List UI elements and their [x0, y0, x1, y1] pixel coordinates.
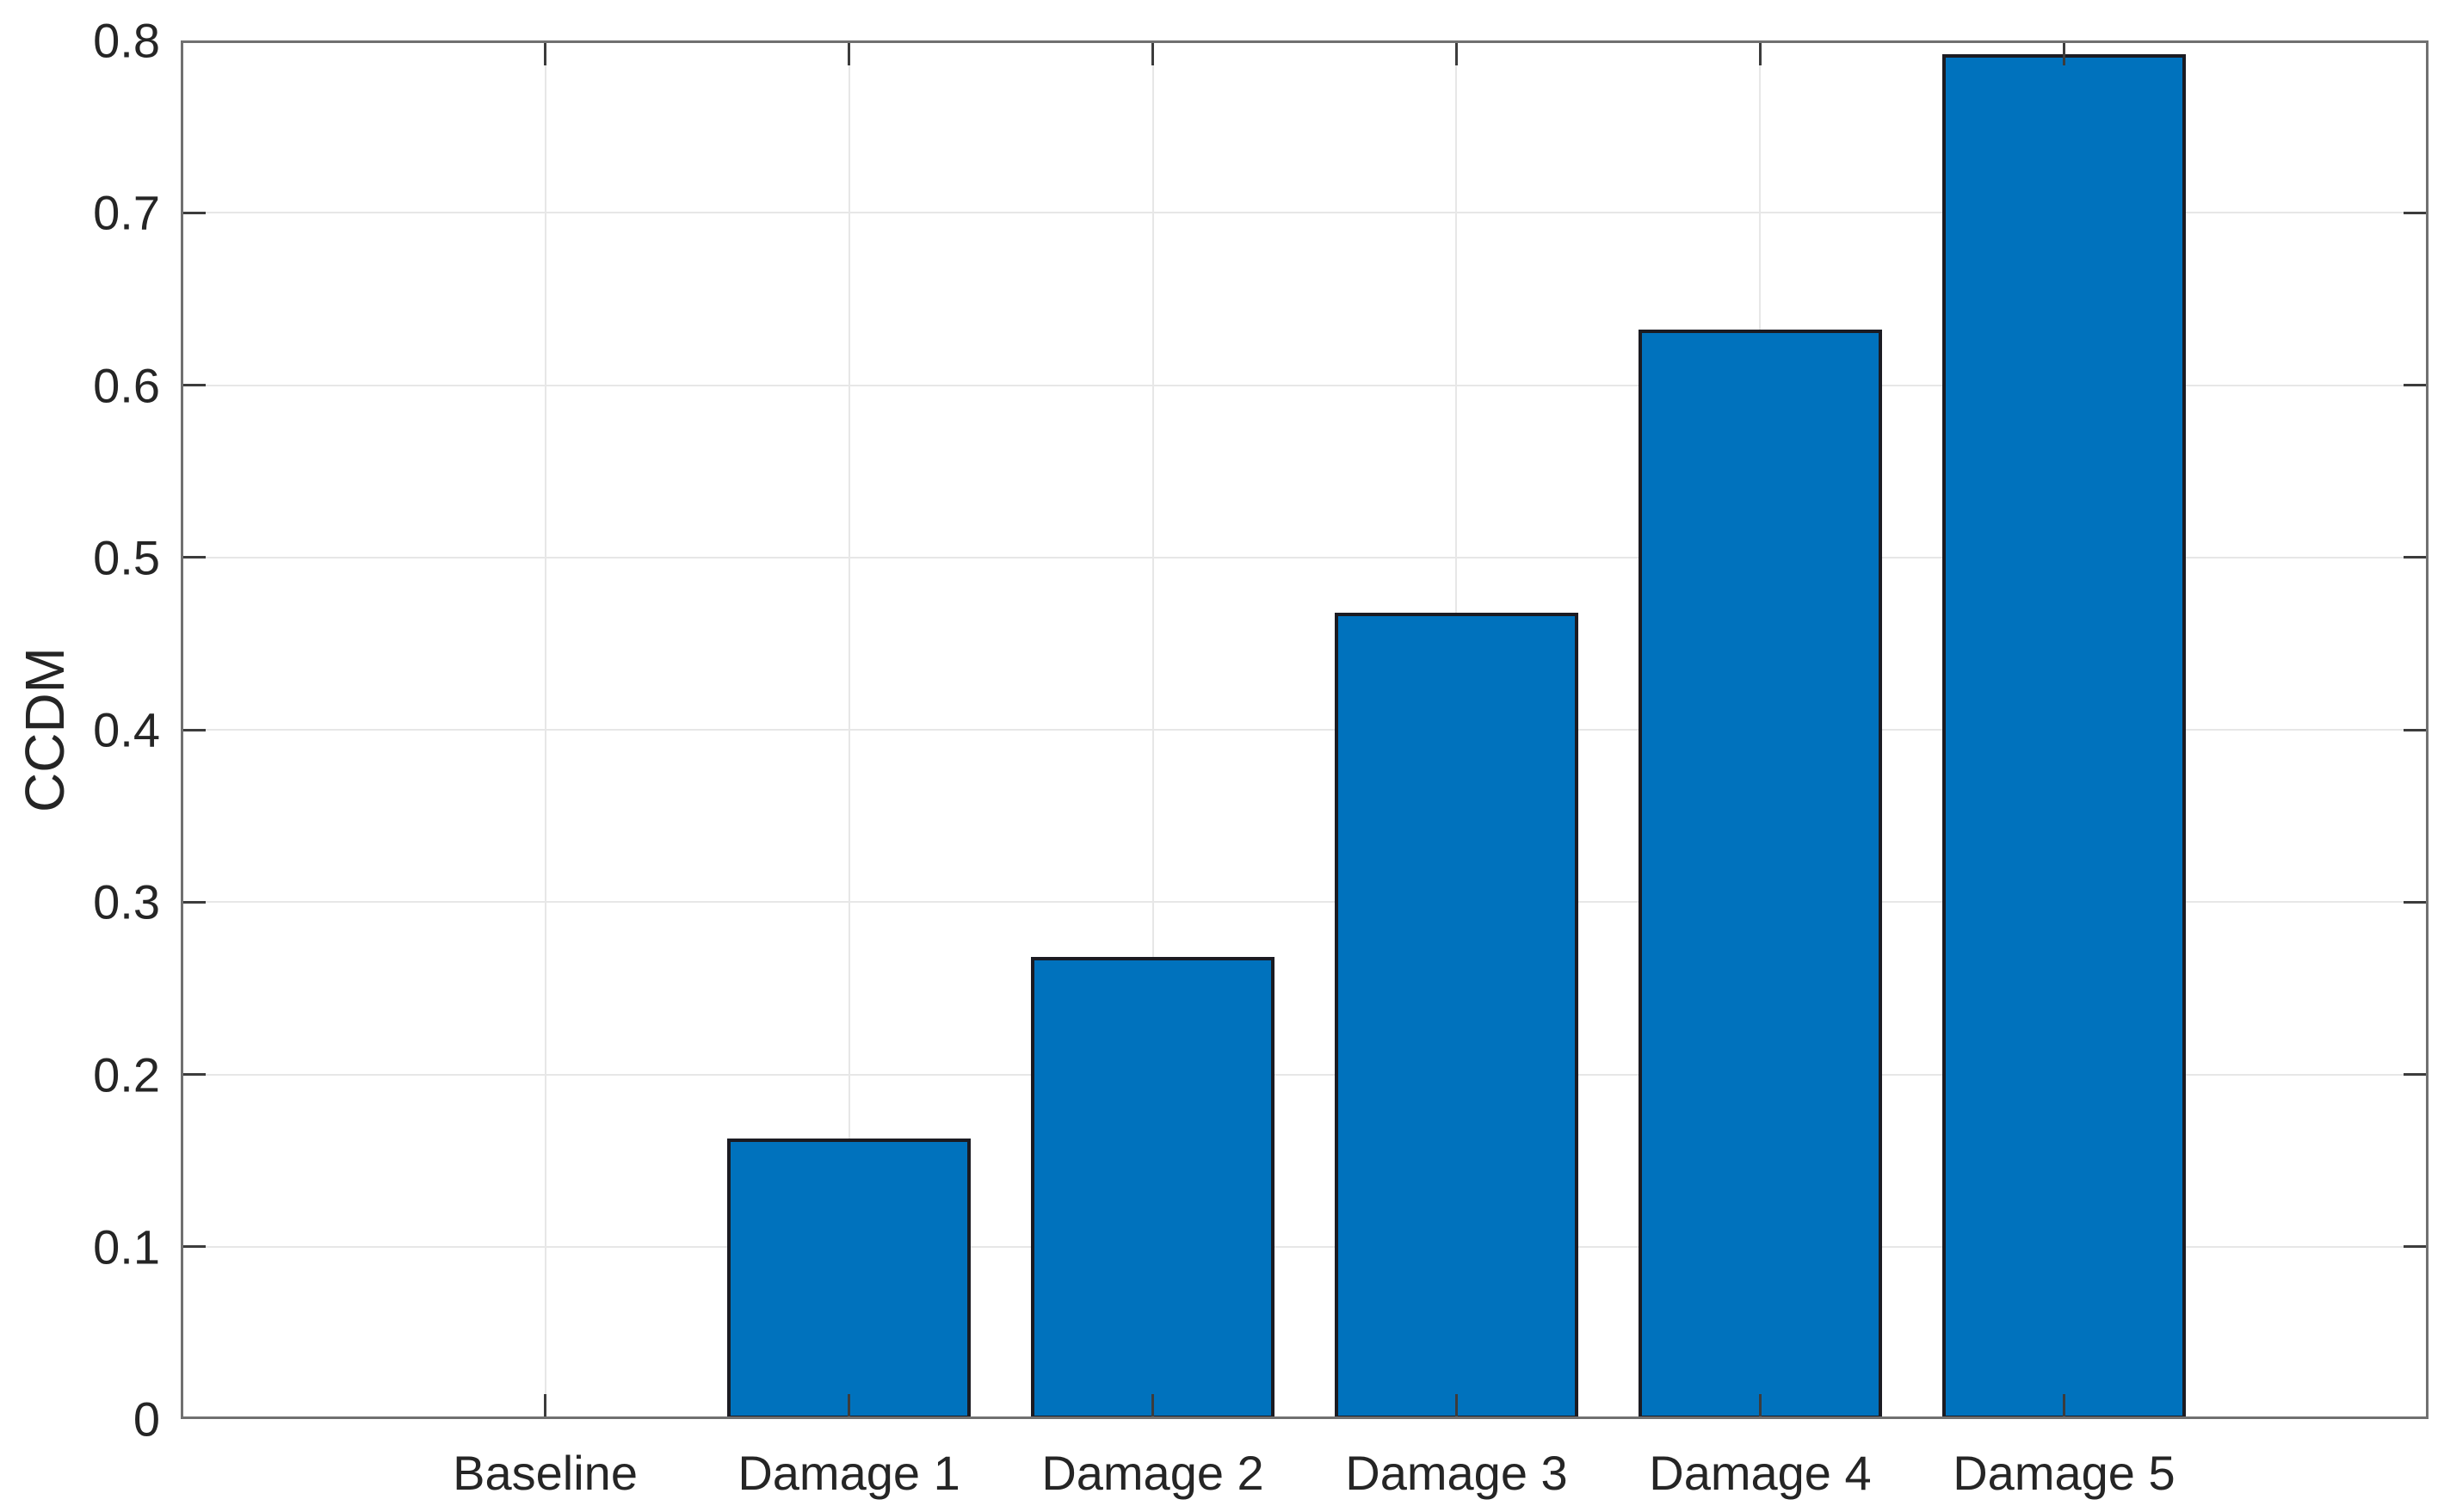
- x-tick-label-damage-5: Damage 5: [1953, 1446, 2176, 1500]
- x-tick-top: [544, 43, 547, 65]
- y-tick-label-0.4: 0.4: [93, 702, 160, 757]
- y-tick-label-0.5: 0.5: [93, 530, 160, 585]
- x-tick-top: [1454, 43, 1458, 65]
- y-tick-label-0.3: 0.3: [93, 874, 160, 929]
- y-tick-left: [183, 728, 206, 731]
- x-tick-label-damage-1: Damage 1: [738, 1446, 960, 1500]
- y-tick-label-0: 0: [133, 1392, 160, 1447]
- y-gridline: [181, 212, 2429, 214]
- y-tick-right: [2404, 556, 2426, 559]
- bar-damage-3: [1335, 612, 1578, 1419]
- y-gridline: [181, 556, 2429, 559]
- y-tick-right: [2404, 728, 2426, 731]
- y-gridline: [181, 384, 2429, 386]
- y-tick-label-0.6: 0.6: [93, 358, 160, 412]
- y-tick-left: [183, 384, 206, 386]
- y-tick-left: [183, 1245, 206, 1249]
- x-tick-bottom: [544, 1394, 547, 1416]
- y-tick-label-0.1: 0.1: [93, 1219, 160, 1274]
- x-tick-bottom: [1151, 1394, 1154, 1416]
- x-gridline: [544, 40, 546, 1419]
- x-gridline: [848, 40, 850, 1419]
- y-tick-left: [183, 1073, 206, 1076]
- x-tick-bottom: [1454, 1394, 1458, 1416]
- y-tick-left: [183, 556, 206, 559]
- bar-damage-1: [727, 1138, 971, 1419]
- bar-damage-4: [1639, 330, 1882, 1419]
- y-gridline: [181, 901, 2429, 904]
- x-tick-label-damage-2: Damage 2: [1041, 1446, 1264, 1500]
- x-tick-top: [2062, 43, 2065, 65]
- y-tick-label-0.8: 0.8: [93, 13, 160, 68]
- y-tick-label-0.2: 0.2: [93, 1047, 160, 1102]
- bar-damage-5: [1942, 54, 2186, 1419]
- x-tick-top: [1151, 43, 1154, 65]
- x-tick-bottom: [848, 1394, 851, 1416]
- y-gridline: [181, 729, 2429, 731]
- y-tick-left: [183, 211, 206, 214]
- x-tick-label-damage-3: Damage 3: [1345, 1446, 1568, 1500]
- x-tick-label-damage-4: Damage 4: [1649, 1446, 1872, 1500]
- y-tick-right: [2404, 384, 2426, 386]
- y-tick-right: [2404, 211, 2426, 214]
- x-tick-label-baseline: Baseline: [453, 1446, 638, 1500]
- x-tick-bottom: [2062, 1394, 2065, 1416]
- x-tick-bottom: [1758, 1394, 1762, 1416]
- x-tick-top: [1758, 43, 1762, 65]
- y-tick-right: [2404, 1073, 2426, 1076]
- x-tick-top: [848, 43, 851, 65]
- bar-damage-2: [1031, 957, 1274, 1419]
- y-tick-right: [2404, 1245, 2426, 1249]
- y-tick-right: [2404, 900, 2426, 904]
- y-tick-label-0.7: 0.7: [93, 185, 160, 240]
- y-gridline: [181, 1073, 2429, 1076]
- x-gridline: [1151, 40, 1154, 1419]
- y-tick-left: [183, 900, 206, 904]
- y-gridline: [181, 1245, 2429, 1248]
